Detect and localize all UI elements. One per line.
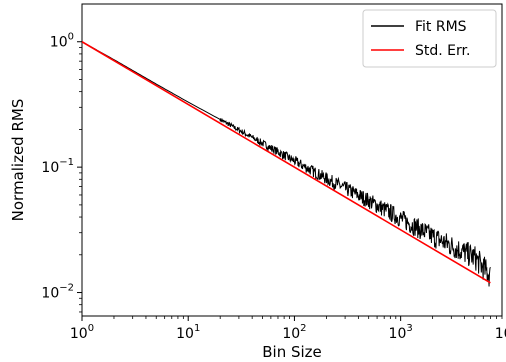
series-layer [81, 41, 491, 287]
y-tick-label: 10−1 [41, 157, 74, 176]
x-axis-label: Bin Size [262, 343, 322, 361]
plot-area [81, 3, 503, 317]
series-line-std-err [81, 41, 491, 284]
x-tick-label: 101 [176, 323, 200, 342]
legend-label: Fit RMS [415, 19, 467, 35]
ticks-layer: 100 101 102 103 104 100 10−1 10−2 [41, 32, 506, 342]
y-tick-label: 100 [50, 32, 74, 51]
legend: Fit RMS Std. Err. [362, 9, 497, 68]
x-tick-label: 103 [389, 323, 413, 342]
x-tick-label: 104 [495, 323, 506, 342]
y-tick-label: 10−2 [41, 283, 74, 302]
legend-box [362, 9, 497, 68]
series-line-fit-rms [81, 41, 491, 287]
legend-label: Std. Err. [415, 43, 470, 59]
axes-frame [81, 3, 503, 317]
x-tick-label: 100 [70, 323, 94, 342]
x-tick-label: 102 [282, 323, 306, 342]
y-axis-label: Normalized RMS [9, 99, 27, 222]
